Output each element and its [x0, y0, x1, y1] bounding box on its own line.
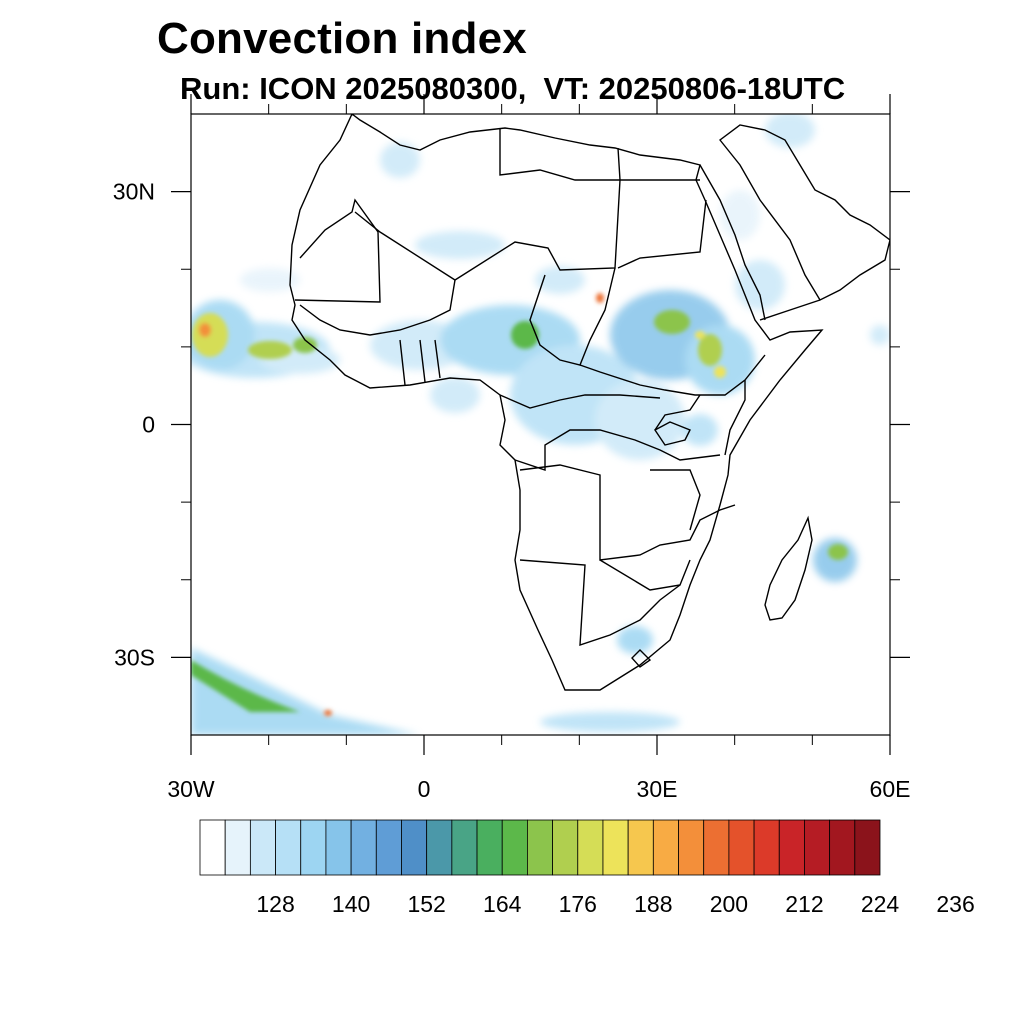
chart-subtitle: Run: ICON 2025080300, VT: 20250806-18UTC [180, 71, 846, 106]
convection-field [191, 114, 890, 735]
map-outlines [289, 114, 890, 691]
colorbar-label: 140 [332, 891, 370, 917]
colorbar-swatch [275, 819, 302, 876]
colorbar-swatch [224, 819, 251, 876]
colorbar-swatch [300, 819, 327, 876]
colorbar-swatch [678, 819, 705, 876]
colorbar-swatch [249, 819, 276, 876]
colorbar-swatch [401, 819, 428, 876]
colorbar-swatch [501, 819, 528, 876]
colorbar-swatch [451, 819, 478, 876]
colorbar-swatch [602, 819, 629, 876]
colorbar-swatch [753, 819, 780, 876]
colorbar-label: 224 [861, 891, 900, 917]
lat-tick-label: 0 [142, 412, 155, 438]
lon-tick-label: 30E [637, 776, 678, 802]
colorbar-swatch [426, 819, 453, 876]
colorbar-swatch [804, 819, 831, 876]
colorbar-swatch [703, 819, 730, 876]
colorbar-label: 212 [785, 891, 823, 917]
colorbar-swatch [476, 819, 503, 876]
chart-title: Convection index [157, 14, 527, 63]
colorbar-swatch [350, 819, 377, 876]
lon-tick-label: 0 [418, 776, 431, 802]
colorbar-swatch [652, 819, 679, 876]
colorbar-swatch [325, 819, 352, 876]
colorbar-swatch [627, 819, 654, 876]
colorbar-swatch [728, 819, 755, 876]
colorbar-label: 200 [710, 891, 748, 917]
colorbar-label: 188 [634, 891, 672, 917]
red-sea [699, 164, 766, 321]
colorbar-label: 128 [256, 891, 294, 917]
axis-ticks: 30N 0 30S 30W 0 30E 60E [113, 94, 911, 802]
lon-tick-label: 30W [167, 776, 215, 802]
colorbar-label: 164 [483, 891, 522, 917]
colorbar-swatch [199, 819, 226, 876]
colorbar-swatch [552, 819, 579, 876]
colorbar-swatch [527, 819, 553, 876]
colorbar-label: 236 [936, 891, 974, 917]
colorbar-swatch [854, 819, 881, 876]
colorbar-swatch [829, 819, 856, 876]
colorbar-swatch [577, 819, 604, 876]
africa-coastline [289, 114, 824, 691]
lon-tick-label: 60E [870, 776, 911, 802]
lat-tick-label: 30S [114, 644, 155, 670]
colorbar-swatch [778, 819, 805, 876]
colorbar-label: 176 [559, 891, 597, 917]
colorbar-label: 152 [407, 891, 445, 917]
colorbar-swatch [375, 819, 402, 876]
lat-tick-label: 30N [113, 179, 155, 205]
arabian-peninsula [719, 124, 890, 301]
colorbar: 128 140 152 164 176 188 200 212 224 236 [199, 819, 975, 917]
madagascar [764, 515, 813, 621]
